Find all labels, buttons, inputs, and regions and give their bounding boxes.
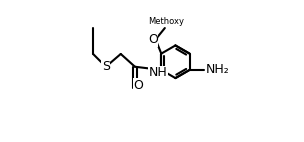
Text: O: O <box>148 33 158 46</box>
Text: Methoxy: Methoxy <box>148 17 184 26</box>
Text: S: S <box>102 60 110 73</box>
Text: O: O <box>133 79 143 92</box>
Text: NH: NH <box>148 66 167 79</box>
Text: NH₂: NH₂ <box>206 63 230 76</box>
